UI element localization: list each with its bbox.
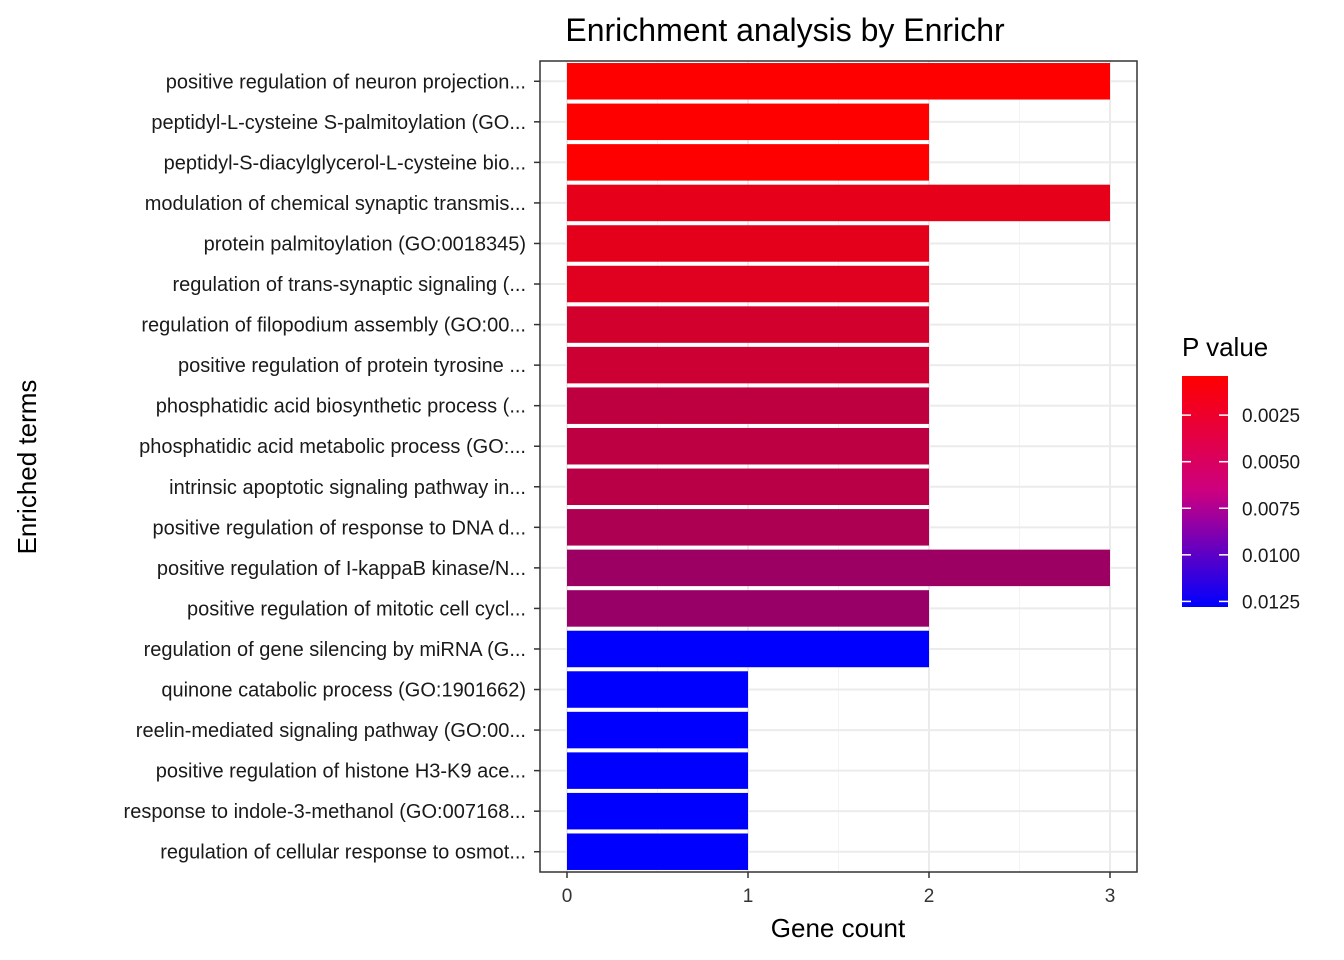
- legend-title: P value: [1182, 332, 1268, 362]
- legend-tick-label: 0.0025: [1242, 406, 1300, 427]
- legend-tick-label: 0.0075: [1242, 499, 1300, 520]
- bar-15: [567, 630, 929, 668]
- bar-11: [567, 468, 929, 506]
- bar-17: [567, 711, 748, 749]
- legend-colorbar: [1182, 376, 1228, 607]
- chart-title: Enrichment analysis by Enrichr: [565, 12, 1005, 48]
- y-tick-label: reelin-mediated signaling pathway (GO:00…: [136, 720, 526, 742]
- legend-tick-label: 0.0050: [1242, 453, 1300, 474]
- bar-1: [567, 63, 1110, 100]
- y-tick-label: phosphatidic acid biosynthetic process (…: [156, 396, 526, 418]
- y-tick-label: positive regulation of I-kappaB kinase/N…: [157, 558, 526, 580]
- y-tick-label: positive regulation of histone H3-K9 ace…: [156, 761, 526, 783]
- x-tick-label: 3: [1105, 886, 1116, 907]
- bar-19: [567, 792, 748, 830]
- legend-tick-label: 0.0125: [1242, 592, 1300, 613]
- y-tick-label: positive regulation of neuron projection…: [166, 71, 526, 93]
- bar-20: [567, 833, 748, 870]
- x-tick-label: 1: [743, 886, 754, 907]
- y-axis-ticks: positive regulation of neuron projection…: [124, 71, 540, 864]
- plot-border: [539, 60, 1138, 873]
- y-tick-label: positive regulation of protein tyrosine …: [178, 355, 526, 377]
- y-tick-label: positive regulation of mitotic cell cycl…: [187, 598, 526, 620]
- bar-8: [567, 346, 929, 384]
- bar-series: [567, 63, 1110, 870]
- bar-16: [567, 671, 748, 708]
- bar-12: [567, 509, 929, 546]
- y-tick-label: positive regulation of response to DNA d…: [152, 517, 526, 539]
- x-tick-label: 2: [924, 886, 935, 907]
- plot-panel: [539, 60, 1138, 873]
- legend-tick-label: 0.0100: [1242, 546, 1300, 567]
- y-tick-label: protein palmitoylation (GO:0018345): [204, 233, 526, 255]
- bar-10: [567, 427, 929, 465]
- x-axis-ticks: 0 1 2 3: [562, 872, 1116, 907]
- y-tick-label: regulation of cellular response to osmot…: [160, 842, 526, 864]
- bar-14: [567, 590, 929, 627]
- color-legend: P value 0.0025 0.0050 0.0075 0.0100 0.0125: [1182, 332, 1300, 613]
- x-axis-label: Gene count: [771, 913, 906, 943]
- y-tick-label: intrinsic apoptotic signaling pathway in…: [169, 477, 526, 499]
- y-tick-label: peptidyl-S-diacylglycerol-L-cysteine bio…: [164, 152, 526, 174]
- bar-9: [567, 387, 929, 424]
- bar-7: [567, 306, 929, 343]
- legend-ticks: 0.0025 0.0050 0.0075 0.0100 0.0125: [1182, 406, 1300, 613]
- y-tick-label: regulation of trans-synaptic signaling (…: [172, 274, 526, 296]
- y-tick-label: modulation of chemical synaptic transmis…: [145, 193, 526, 215]
- y-axis-label: Enriched terms: [12, 380, 42, 555]
- y-tick-label: phosphatidic acid metabolic process (GO:…: [139, 436, 526, 458]
- bar-6: [567, 265, 929, 303]
- bar-3: [567, 144, 929, 181]
- bar-5: [567, 225, 929, 262]
- y-tick-label: regulation of gene silencing by miRNA (G…: [144, 639, 526, 661]
- bar-4: [567, 184, 1110, 222]
- bar-13: [567, 549, 1110, 587]
- bar-18: [567, 752, 748, 789]
- bar-2: [567, 103, 929, 141]
- y-tick-label: regulation of filopodium assembly (GO:00…: [141, 315, 526, 337]
- x-tick-label: 0: [562, 886, 573, 907]
- y-tick-label: response to indole-3-methanol (GO:007168…: [124, 801, 526, 823]
- y-tick-label: peptidyl-L-cysteine S-palmitoylation (GO…: [151, 112, 526, 134]
- y-tick-label: quinone catabolic process (GO:1901662): [161, 680, 526, 702]
